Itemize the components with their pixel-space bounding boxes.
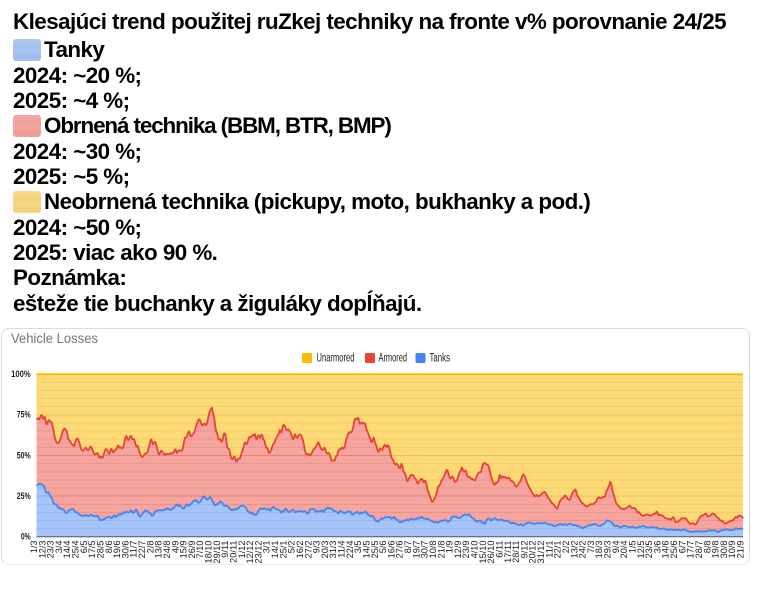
svg-text:13/8: 13/8 — [154, 541, 164, 559]
svg-text:17/7: 17/7 — [686, 541, 696, 559]
svg-text:3/1: 3/1 — [262, 541, 272, 554]
svg-text:6/11: 6/11 — [495, 541, 505, 558]
svg-text:11/1: 11/1 — [544, 541, 554, 558]
svg-text:23/3: 23/3 — [46, 541, 56, 559]
svg-text:25%: 25% — [17, 491, 31, 501]
svg-text:2/2: 2/2 — [561, 541, 571, 554]
svg-text:2/8: 2/8 — [145, 541, 155, 554]
svg-text:3/5: 3/5 — [353, 541, 363, 554]
svg-text:100%: 100% — [11, 369, 31, 379]
svg-text:Unarmored: Unarmored — [317, 353, 355, 365]
svg-text:11/4: 11/4 — [337, 541, 347, 558]
svg-text:25/6: 25/6 — [669, 541, 679, 559]
svg-text:11/7: 11/7 — [129, 541, 139, 558]
svg-text:20/12: 20/12 — [528, 541, 538, 564]
svg-text:21/9: 21/9 — [736, 541, 746, 559]
svg-text:25/1: 25/1 — [278, 541, 288, 559]
svg-text:12/5: 12/5 — [636, 541, 646, 559]
svg-text:18/3: 18/3 — [594, 541, 604, 559]
svg-text:27/6: 27/6 — [395, 541, 405, 559]
svg-text:14/1: 14/1 — [270, 541, 280, 559]
svg-text:13/2: 13/2 — [569, 541, 579, 559]
svg-text:12/9: 12/9 — [453, 541, 463, 559]
svg-text:15/10: 15/10 — [478, 541, 488, 564]
svg-text:1/12: 1/12 — [237, 541, 247, 559]
svg-text:30/6: 30/6 — [120, 541, 130, 559]
svg-text:1/5: 1/5 — [627, 541, 637, 554]
svg-text:5/6: 5/6 — [378, 541, 388, 554]
svg-text:20/11: 20/11 — [229, 541, 239, 563]
svg-text:4/9: 4/9 — [170, 541, 180, 554]
svg-text:22/7: 22/7 — [137, 541, 147, 559]
svg-text:22/1: 22/1 — [553, 541, 563, 559]
svg-text:9/3: 9/3 — [312, 541, 322, 554]
svg-text:7/3: 7/3 — [586, 541, 596, 554]
svg-text:17/5: 17/5 — [87, 541, 97, 559]
svg-text:27/2: 27/2 — [303, 541, 313, 559]
svg-text:1/3: 1/3 — [29, 541, 39, 554]
svg-text:Vehicle Losses: Vehicle Losses — [11, 331, 98, 346]
svg-text:8/7: 8/7 — [403, 541, 413, 554]
svg-text:26/10: 26/10 — [486, 541, 496, 564]
svg-text:6/5: 6/5 — [79, 541, 89, 554]
svg-text:6/7: 6/7 — [677, 541, 687, 554]
svg-text:20/4: 20/4 — [619, 541, 629, 559]
svg-text:14/5: 14/5 — [362, 541, 372, 559]
svg-text:22/4: 22/4 — [345, 541, 355, 559]
svg-text:28/5: 28/5 — [96, 541, 106, 559]
svg-text:4/10: 4/10 — [470, 541, 480, 559]
svg-text:23/12: 23/12 — [253, 541, 263, 564]
svg-text:23/5: 23/5 — [644, 541, 654, 559]
svg-text:10/8: 10/8 — [428, 541, 438, 559]
svg-text:28/11: 28/11 — [511, 541, 521, 563]
svg-text:17/11: 17/11 — [503, 541, 513, 563]
svg-text:18/10: 18/10 — [204, 541, 214, 564]
svg-text:26/9: 26/9 — [187, 541, 197, 559]
svg-text:1/9: 1/9 — [445, 541, 455, 554]
svg-text:14/6: 14/6 — [661, 541, 671, 559]
svg-text:Tanks: Tanks — [430, 353, 451, 365]
svg-text:7/10: 7/10 — [195, 541, 205, 559]
svg-text:24/2: 24/2 — [578, 541, 588, 559]
svg-text:14/4: 14/4 — [62, 541, 72, 559]
svg-text:9/11: 9/11 — [220, 541, 230, 558]
svg-text:8/8: 8/8 — [702, 541, 712, 554]
svg-text:75%: 75% — [17, 410, 31, 420]
svg-text:29/3: 29/3 — [603, 541, 613, 559]
svg-text:3/4: 3/4 — [54, 541, 64, 554]
svg-text:3/6: 3/6 — [652, 541, 662, 554]
svg-text:24/8: 24/8 — [162, 541, 172, 559]
svg-text:31/3: 31/3 — [328, 541, 338, 559]
svg-text:Armored: Armored — [379, 353, 408, 365]
svg-text:5/2: 5/2 — [287, 541, 297, 554]
svg-text:23/9: 23/9 — [461, 541, 471, 559]
svg-text:29/10: 29/10 — [212, 541, 222, 564]
svg-text:28/7: 28/7 — [694, 541, 704, 559]
svg-text:19/8: 19/8 — [711, 541, 721, 559]
svg-text:21/8: 21/8 — [436, 541, 446, 559]
svg-text:12/12: 12/12 — [245, 541, 255, 564]
svg-text:20/3: 20/3 — [320, 541, 330, 559]
svg-text:12/3: 12/3 — [37, 541, 47, 559]
svg-text:9/12: 9/12 — [519, 541, 529, 559]
svg-text:9/4: 9/4 — [611, 541, 621, 554]
svg-text:16/2: 16/2 — [295, 541, 305, 559]
svg-text:30/7: 30/7 — [420, 541, 430, 559]
svg-text:25/4: 25/4 — [71, 541, 81, 559]
svg-text:30/8: 30/8 — [719, 541, 729, 559]
svg-text:0%: 0% — [21, 532, 31, 542]
svg-text:16/6: 16/6 — [386, 541, 396, 559]
svg-text:25/5: 25/5 — [370, 541, 380, 559]
svg-text:19/7: 19/7 — [411, 541, 421, 559]
svg-text:50%: 50% — [17, 450, 31, 460]
svg-text:19/6: 19/6 — [112, 541, 122, 559]
svg-text:8/6: 8/6 — [104, 541, 114, 554]
svg-text:15/9: 15/9 — [179, 541, 189, 559]
svg-text:31/12: 31/12 — [536, 541, 546, 564]
svg-text:10/9: 10/9 — [727, 541, 737, 559]
